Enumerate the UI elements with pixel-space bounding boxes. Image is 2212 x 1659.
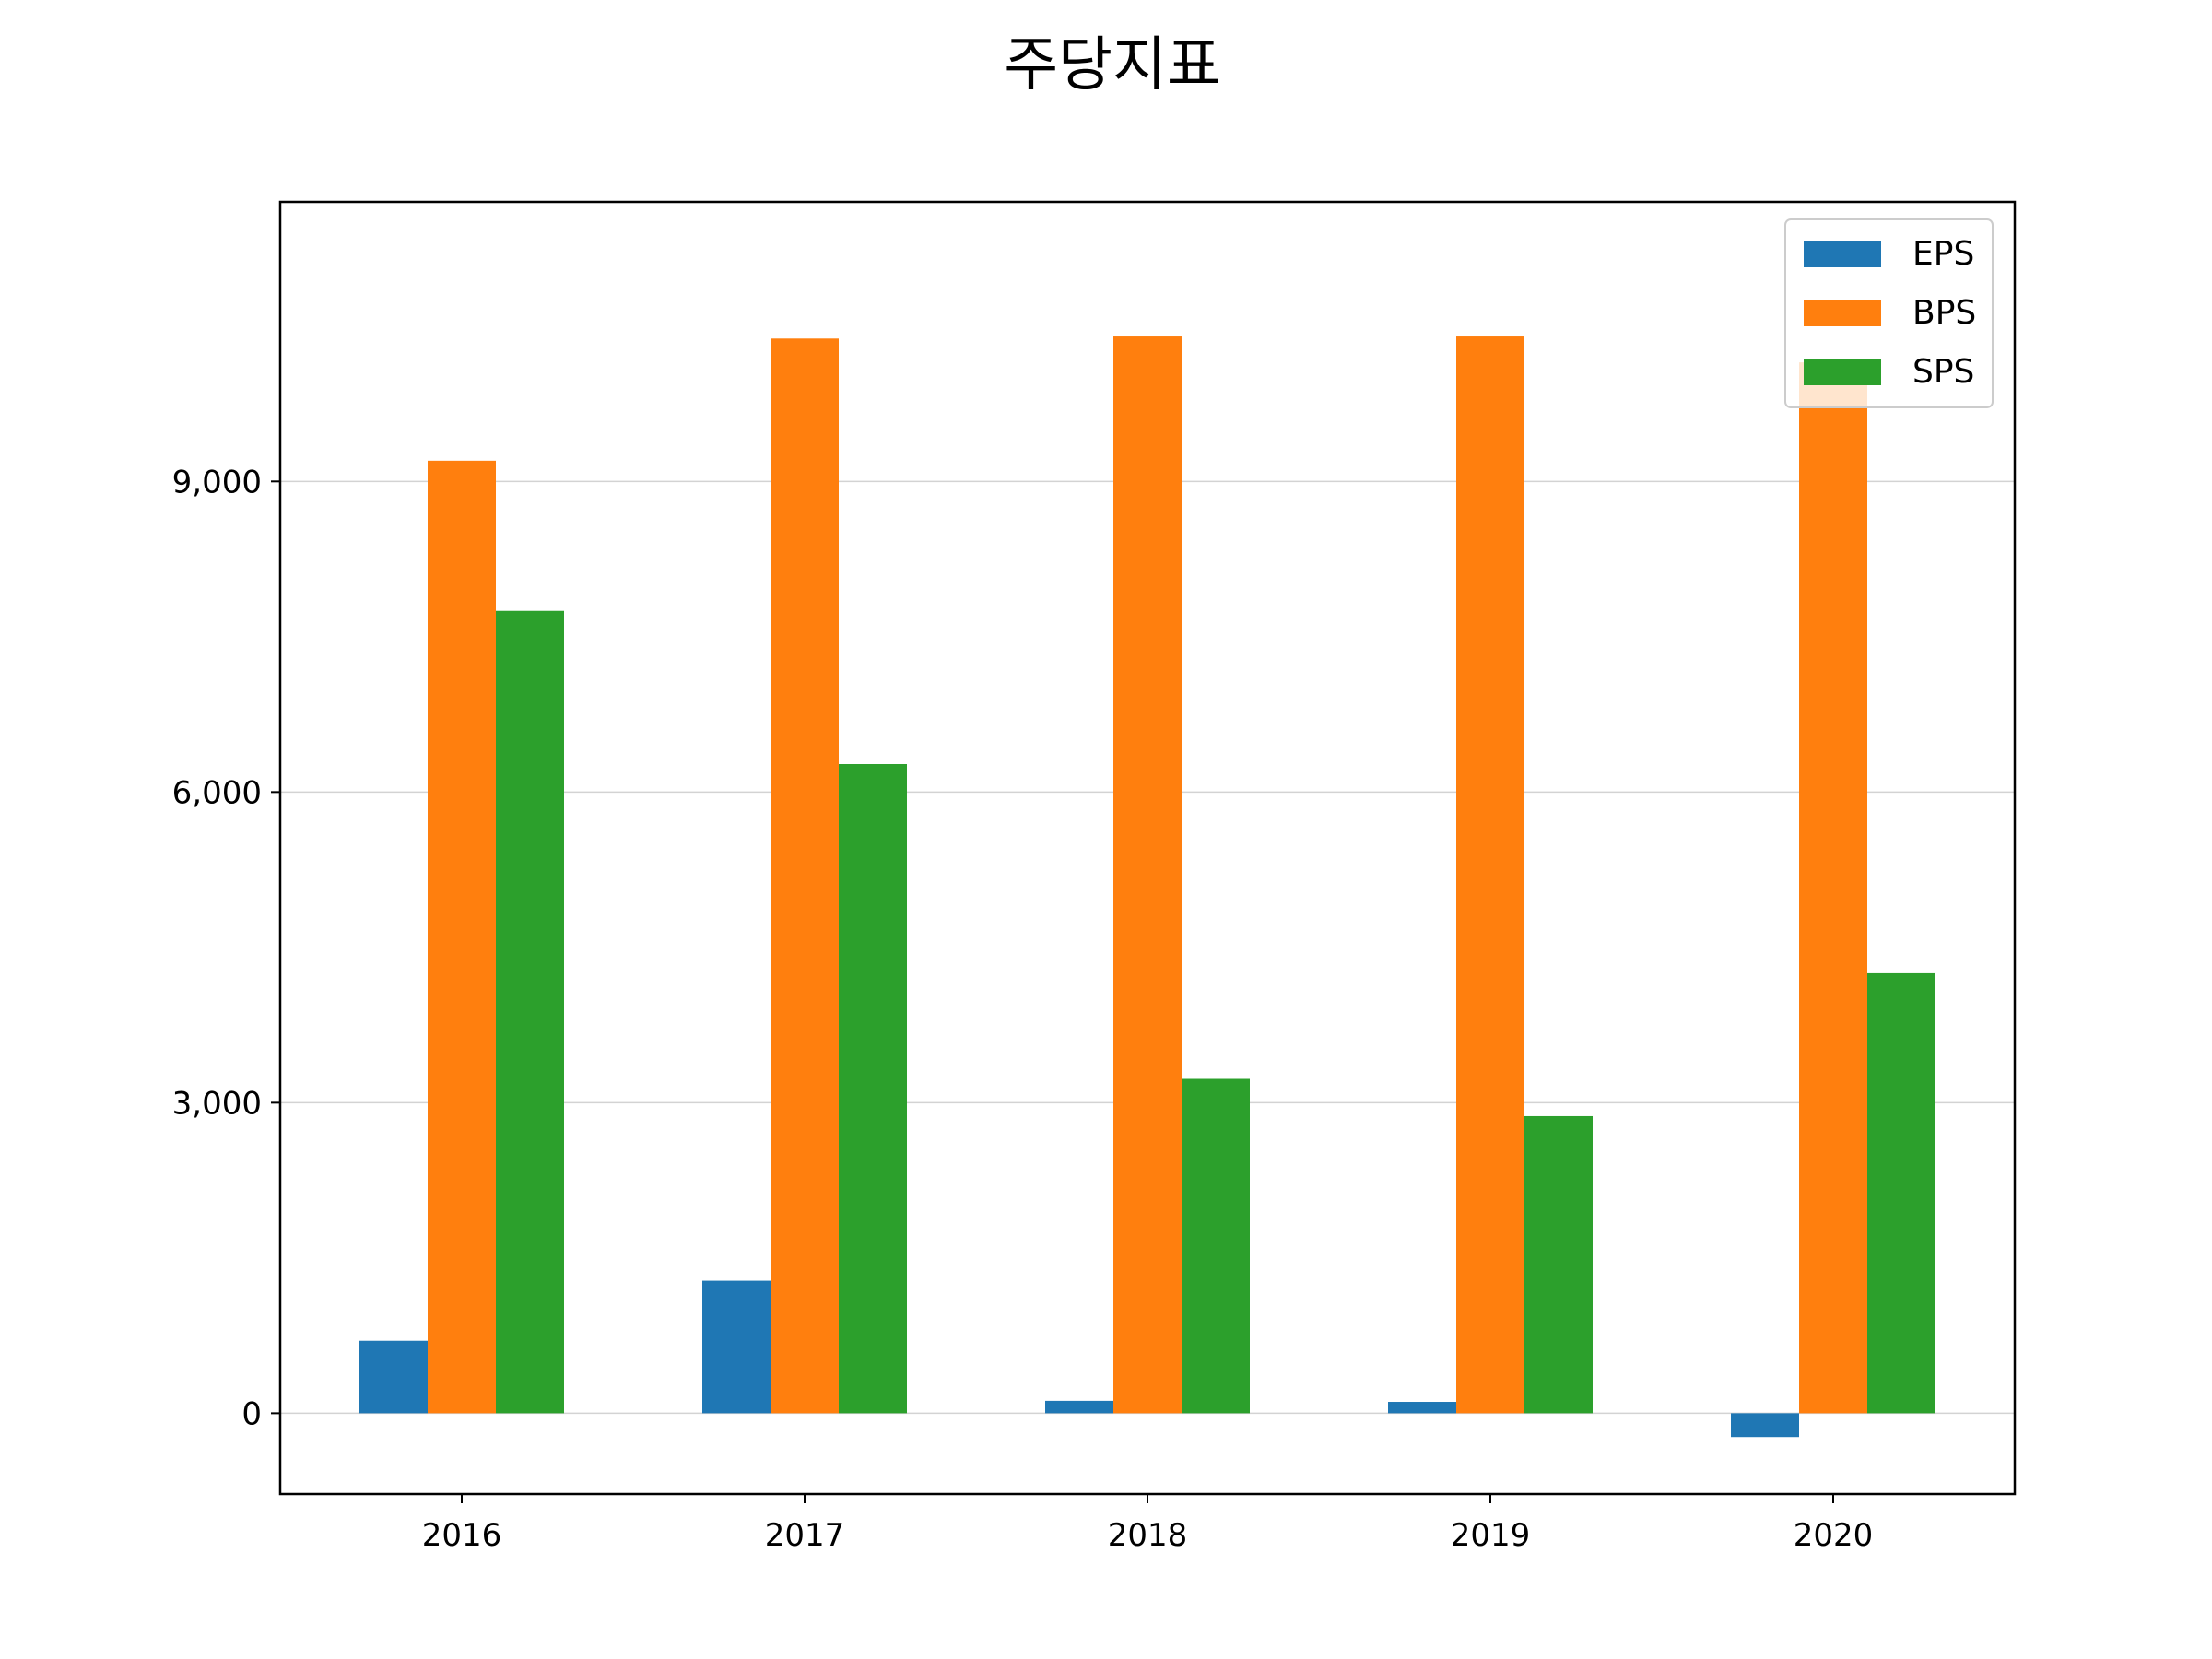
bar-eps-2016 xyxy=(359,1340,428,1414)
y-tick-label: 9,000 xyxy=(172,464,262,500)
x-tick-label: 2018 xyxy=(1108,1517,1188,1554)
legend-swatch-sps xyxy=(1804,359,1881,385)
x-tick-label: 2020 xyxy=(1794,1517,1874,1554)
x-tick-label: 2017 xyxy=(765,1517,845,1554)
bar-eps-2020 xyxy=(1731,1413,1799,1438)
legend: EPS BPS SPS xyxy=(1784,218,1994,408)
bar-bps-2017 xyxy=(771,338,839,1414)
y-tick-label: 0 xyxy=(241,1395,262,1432)
bar-sps-2020 xyxy=(1867,972,1936,1414)
bar-eps-2017 xyxy=(702,1280,771,1414)
bar-bps-2020 xyxy=(1799,362,1867,1414)
bar-sps-2019 xyxy=(1524,1115,1593,1414)
bar-eps-2018 xyxy=(1045,1400,1113,1414)
legend-label-bps: BPS xyxy=(1912,294,1976,332)
legend-swatch-bps xyxy=(1804,300,1881,326)
bar-bps-2016 xyxy=(428,460,496,1414)
legend-label-eps: EPS xyxy=(1912,235,1974,273)
bar-sps-2017 xyxy=(839,764,907,1414)
x-tick-label: 2019 xyxy=(1451,1517,1531,1554)
y-tick-label: 6,000 xyxy=(172,774,262,811)
bar-bps-2018 xyxy=(1113,336,1182,1414)
chart-title: 주당지표 xyxy=(1004,31,1221,100)
bar-sps-2018 xyxy=(1182,1078,1250,1414)
bar-eps-2019 xyxy=(1388,1402,1456,1414)
bar-bps-2019 xyxy=(1456,336,1524,1414)
legend-label-sps: SPS xyxy=(1912,353,1974,391)
legend-swatch-eps xyxy=(1804,241,1881,267)
x-tick-label: 2016 xyxy=(422,1517,502,1554)
bar-sps-2016 xyxy=(496,610,564,1414)
y-tick-label: 3,000 xyxy=(172,1085,262,1122)
plot-area: 0 3,000 6,000 9,000 2016 2017 2018 2019 2020 EPS B… xyxy=(172,200,2017,1554)
